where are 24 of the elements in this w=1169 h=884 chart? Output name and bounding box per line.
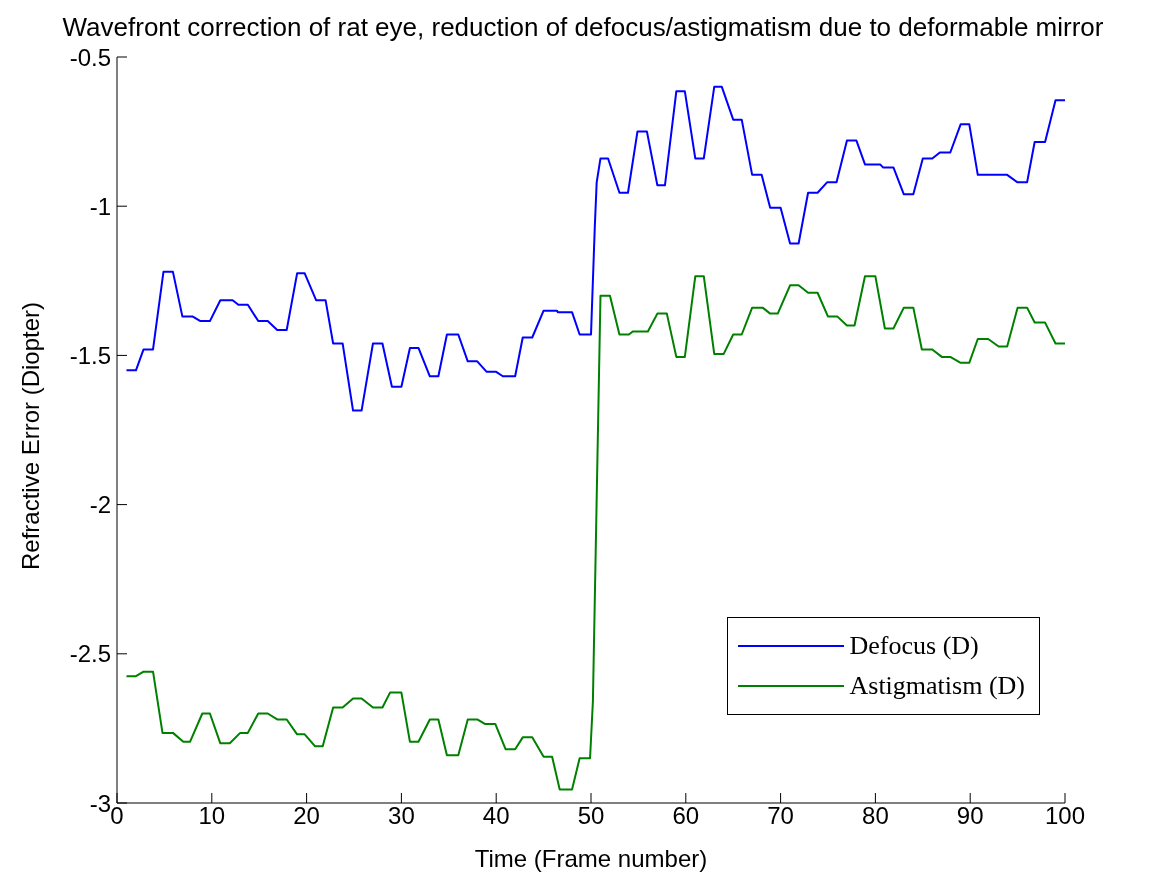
x-tick-label: 40 [482, 802, 510, 830]
y-tick-label: -2.5 [69, 640, 111, 668]
x-tick-label: 30 [388, 802, 415, 830]
legend-label: Astigmatism (D) [849, 671, 1025, 701]
x-tick-label: 60 [672, 802, 700, 830]
x-tick-label: 50 [577, 802, 605, 830]
x-tick-label: 90 [956, 802, 984, 830]
legend-label: Defocus (D) [849, 631, 979, 661]
line-series [125, 275, 1065, 791]
x-tick-label: 10 [198, 802, 226, 830]
chart-title: Wavefront correction of rat eye, reduction of defocus/astigmatism due to deformable mirror [61, 12, 1105, 43]
y-tick-label: -0.5 [69, 43, 111, 71]
x-axis-title: Time (Frame number) [474, 845, 708, 872]
y-axis-title: Refractive Error (Diopter) [16, 301, 44, 570]
y-tick-label: -1 [89, 192, 111, 220]
x-tick-label: 70 [767, 802, 794, 830]
y-tick-label: -2 [89, 491, 111, 519]
y-tick-label: -3 [89, 789, 111, 817]
line-series [125, 85, 1065, 412]
y-tick-label: -1.5 [69, 341, 111, 369]
x-tick-label: 0 [110, 802, 124, 830]
x-tick-label: 20 [293, 802, 320, 830]
x-tick-label: 80 [862, 802, 889, 830]
x-tick-label: 100 [1044, 802, 1086, 830]
